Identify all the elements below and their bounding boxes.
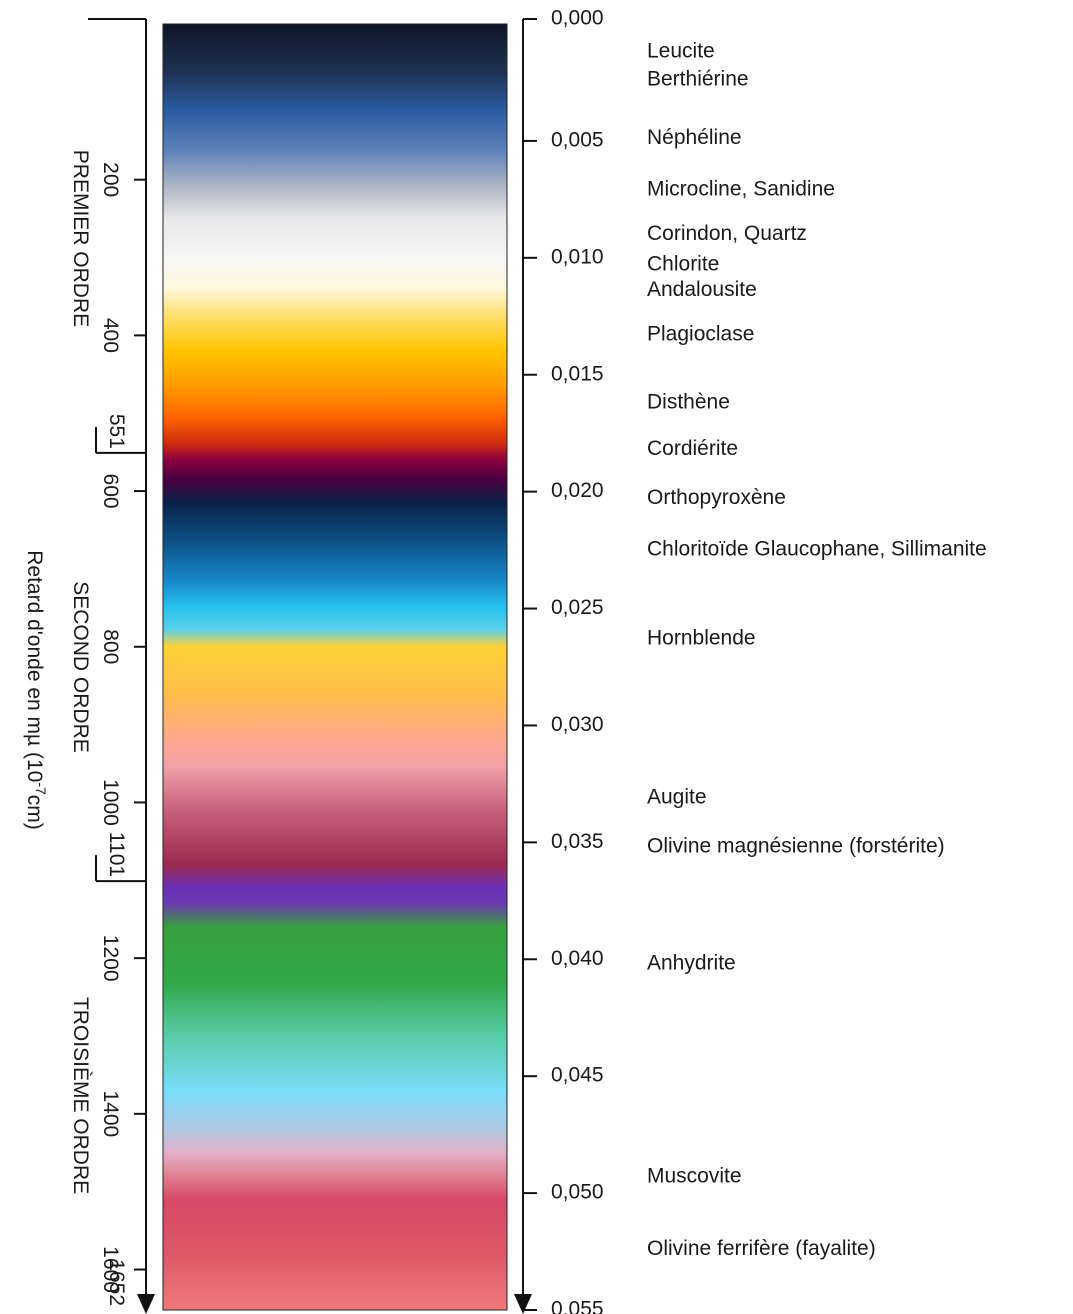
mineral-label: Hornblende: [647, 626, 756, 649]
order-boundary-label: 1101: [105, 832, 128, 877]
mineral-labels: Leucite Berthiérine Néphéline Microcline, S…: [647, 40, 987, 1260]
mineral-label: Berthiérine: [647, 68, 749, 91]
mineral-label: Olivine magnésienne (forstérite): [647, 835, 945, 858]
mineral-label: Olivine ferrifère (fayalite): [647, 1237, 876, 1260]
mineral-label: Chlorite: [647, 252, 719, 275]
mineral-label: Chloritoïde Glaucophane, Sillimanite: [647, 538, 987, 561]
birefringence-tick-label: 0,015: [551, 362, 604, 385]
order-label: SECOND ORDRE: [69, 581, 92, 753]
order-boundary-label: 551: [105, 414, 128, 449]
birefringence-tick-label: 0,045: [551, 1064, 604, 1087]
mineral-label: Leucite: [647, 40, 715, 63]
order-boundary-label: 1652: [105, 1259, 128, 1306]
mineral-label: Plagioclase: [647, 323, 754, 346]
birefringence-tick-label: 0,040: [551, 947, 604, 970]
left-axis-arrow-icon: [137, 1294, 155, 1314]
order-label: TROISIÈME ORDRE: [69, 997, 92, 1194]
retardation-tick-label: 600: [99, 474, 122, 509]
mineral-label: Disthène: [647, 390, 730, 413]
retardation-tick-label: 1400: [99, 1090, 122, 1137]
birefringence-tick-label: 0,030: [551, 713, 604, 736]
retardation-tick-label: 800: [99, 629, 122, 664]
birefringence-tick-label: 0,055: [551, 1298, 604, 1314]
axis-title-exponent: -7: [33, 782, 49, 795]
birefringence-tick-label: 0,035: [551, 830, 604, 853]
mineral-label: Cordiérite: [647, 437, 738, 460]
birefringence-tick-label: 0,005: [551, 128, 604, 151]
birefringence-tick-label: 0,010: [551, 245, 604, 268]
axis-title: Retard d'onde en mµ (10-7cm): [23, 550, 49, 830]
order-label: PREMIER ORDRE: [69, 150, 92, 327]
retardation-tick-label: 1200: [99, 935, 122, 982]
birefringence-tick-label: 0,020: [551, 479, 604, 502]
mineral-label: Andalousite: [647, 278, 757, 301]
right-axis-arrow-icon: [514, 1294, 532, 1314]
mineral-label: Anhydrite: [647, 951, 736, 974]
mineral-label: Orthopyroxène: [647, 486, 786, 509]
mineral-label: Microcline, Sanidine: [647, 178, 835, 201]
birefringence-tick-label: 0,025: [551, 596, 604, 619]
retardation-tick-label: 1000: [99, 779, 122, 826]
birefringence-tick-label: 0,000: [551, 7, 604, 30]
axis-title-unit: cm): [23, 795, 46, 830]
birefringence-tick-label: 0,050: [551, 1181, 604, 1204]
mineral-label: Muscovite: [647, 1164, 742, 1187]
retardation-axis: 200 400 600 800 1000 1200 1400 1600 551 1101 1652 P…: [69, 18, 155, 1314]
retardation-tick-label: 1600: [99, 1246, 122, 1293]
axis-title-text: Retard d'onde en mµ (10: [23, 550, 46, 782]
retardation-tick-label: 400: [99, 318, 122, 353]
retardation-tick-label: 200: [99, 162, 122, 197]
mineral-label: Augite: [647, 785, 707, 808]
interference-color-band: [162, 23, 508, 1311]
birefringence-axis: 0,000 0,005 0,010 0,015 0,020 0,025 0,030 0,035…: [514, 7, 604, 1314]
mineral-label: Corindon, Quartz: [647, 222, 807, 245]
mineral-label: Néphéline: [647, 126, 742, 149]
